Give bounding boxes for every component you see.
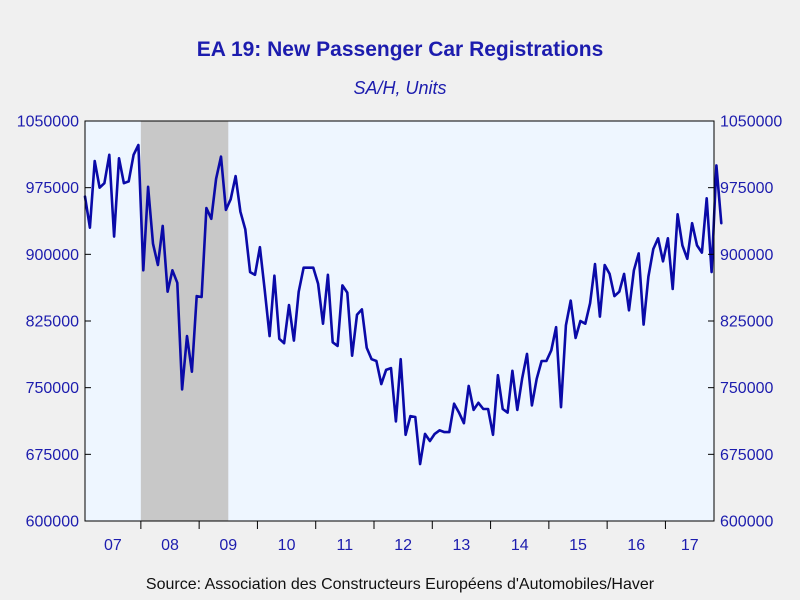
right-y-tick-label: 975000 bbox=[720, 180, 773, 197]
source-note: Source: Association des Constructeurs Eu… bbox=[145, 576, 655, 593]
left-y-tick-label: 750000 bbox=[26, 380, 79, 397]
x-tick-label: 09 bbox=[219, 537, 237, 554]
left-y-axis: 600000 675000 750000 825000 900000 975000 1050… bbox=[17, 114, 91, 531]
left-y-tick-label: 900000 bbox=[26, 247, 79, 264]
right-y-tick-label: 825000 bbox=[720, 314, 773, 331]
series-line-1 bbox=[83, 143, 723, 466]
x-tick-label: 13 bbox=[453, 537, 471, 554]
x-tick-label: 11 bbox=[337, 537, 354, 554]
x-tick-label: 15 bbox=[569, 537, 587, 554]
x-tick-label: 07 bbox=[104, 537, 122, 554]
right-y-tick-label: 900000 bbox=[720, 247, 773, 264]
left-y-tick-label: 675000 bbox=[26, 447, 79, 464]
left-y-tick-label: 1050000 bbox=[17, 114, 79, 131]
right-y-tick-label: 750000 bbox=[720, 380, 773, 397]
chart-subtitle: SA/H, Units bbox=[353, 78, 447, 98]
left-y-tick-label: 600000 bbox=[26, 514, 79, 531]
x-tick-label: 10 bbox=[278, 537, 296, 554]
series-layer bbox=[83, 143, 723, 466]
right-y-tick-label: 1050000 bbox=[720, 114, 782, 131]
recession-shade-1 bbox=[140, 121, 229, 521]
chart-title: EA 19: New Passenger Car Registrations bbox=[196, 38, 604, 61]
x-tick-label: 14 bbox=[511, 537, 529, 554]
right-y-tick-label: 600000 bbox=[720, 514, 773, 531]
x-tick-label: 17 bbox=[681, 537, 699, 554]
right-y-axis: 600000 675000 750000 825000 900000 975000 1050… bbox=[708, 114, 782, 531]
right-y-tick-label: 675000 bbox=[720, 447, 773, 464]
x-axis: 07 08 09 10 11 12 13 14 15 16 17 bbox=[104, 521, 699, 554]
left-y-tick-label: 975000 bbox=[26, 180, 79, 197]
x-tick-label: 08 bbox=[161, 537, 179, 554]
recession-shading-layer bbox=[140, 121, 229, 521]
x-tick-label: 16 bbox=[627, 537, 645, 554]
x-tick-label: 12 bbox=[394, 537, 412, 554]
left-y-tick-label: 825000 bbox=[26, 314, 79, 331]
